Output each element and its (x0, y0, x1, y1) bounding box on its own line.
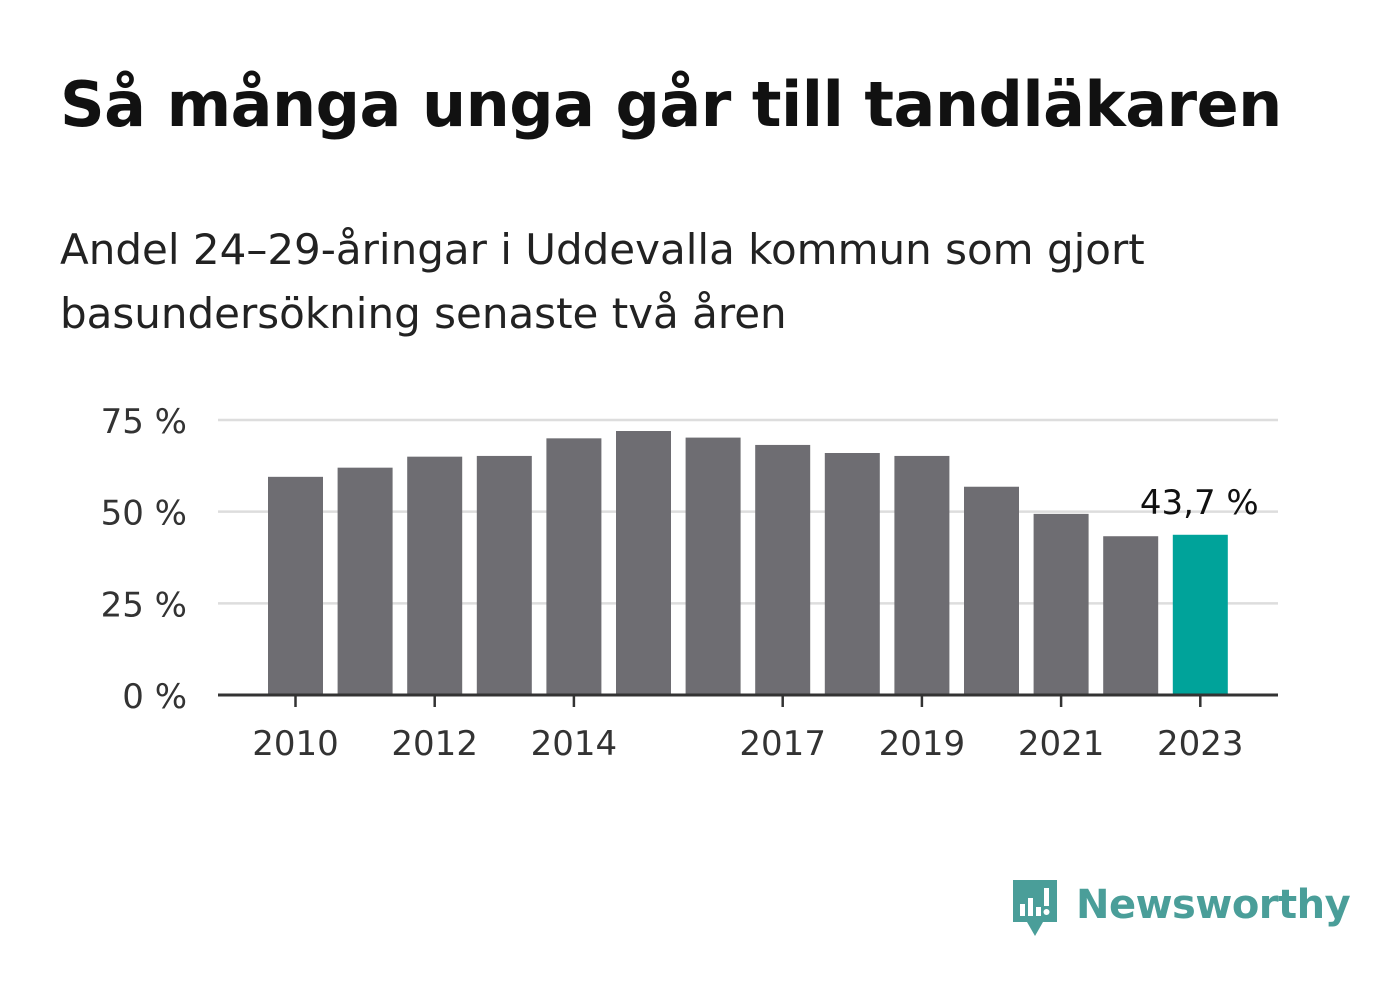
data-label-highlight: 43,7 % (1140, 483, 1259, 523)
bar (476, 455, 532, 695)
y-tick-label: 50 % (101, 494, 187, 534)
x-tick-label: 2017 (739, 724, 826, 764)
bar (824, 453, 880, 695)
x-tick-label: 2012 (391, 724, 478, 764)
bar (685, 437, 741, 695)
x-tick-label: 2023 (1157, 724, 1244, 764)
bar (1103, 536, 1159, 695)
x-tick-label: 2010 (252, 724, 339, 764)
bar (546, 438, 602, 695)
bar (894, 455, 950, 695)
chart-subtitle: Andel 24–29-åringar i Uddevalla kommun s… (60, 225, 1145, 338)
newsworthy-logo: Newsworthy (1010, 878, 1351, 940)
y-tick-label: 25 % (101, 585, 187, 625)
bar-chart: 0 % 25 % 50 % 75 % 2010 2012 2014 2017 2019 2021 2… (101, 402, 1278, 764)
bar (407, 456, 463, 695)
newsworthy-logo-icon (1013, 880, 1057, 936)
bar (1033, 513, 1089, 695)
chart-title: Så många unga går till tandläkaren (60, 68, 1282, 141)
logo-text: Newsworthy (1076, 882, 1351, 928)
bar (964, 486, 1019, 695)
bar (755, 444, 811, 695)
bar-highlight (1172, 534, 1228, 695)
bar (616, 431, 671, 695)
bar (268, 476, 323, 695)
y-tick-label: 0 % (122, 677, 187, 717)
x-tick-label: 2021 (1018, 724, 1105, 764)
bar (337, 467, 393, 695)
x-tick-label: 2019 (879, 724, 966, 764)
y-tick-label: 75 % (101, 402, 187, 442)
x-tick-label: 2014 (531, 724, 618, 764)
